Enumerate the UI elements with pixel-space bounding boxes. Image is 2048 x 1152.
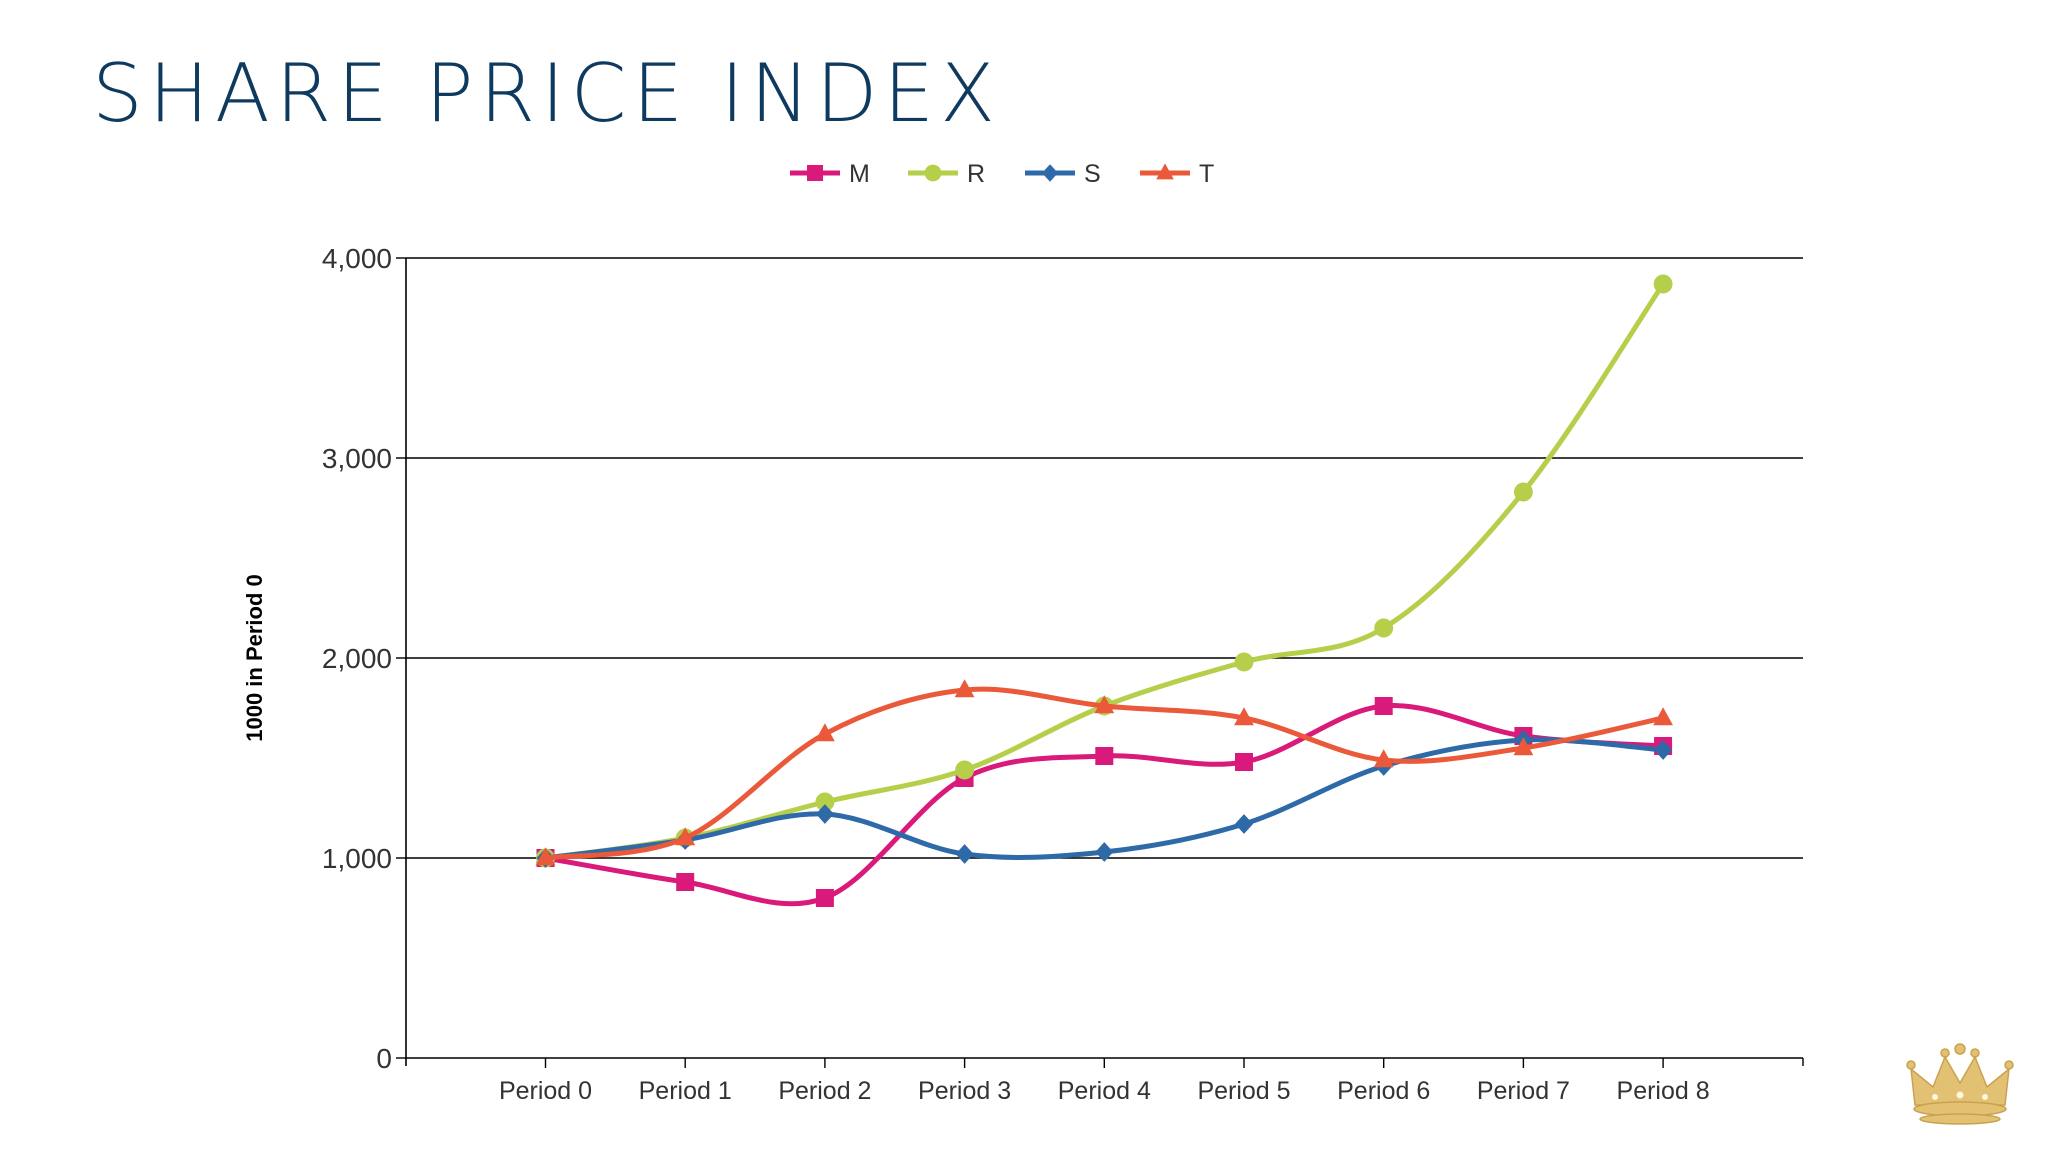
x-tick-label: Period 1 [639,1077,732,1105]
data-point-M [1235,753,1253,771]
series-line-T [543,686,1666,861]
axes: 0 1,000 2,000 3,000 4,000 Period 0 Period 1 Per… [322,243,1804,1105]
legend-label-S: S [1084,160,1101,188]
data-point-M [676,873,695,891]
data-point-T [535,847,556,866]
data-point-R [1374,618,1394,638]
data-point-T [675,827,696,846]
series-line-M [543,703,1666,907]
legend-marker-S [1042,164,1058,182]
legend-label-M: M [849,160,870,188]
x-tick-label: Period 2 [778,1077,871,1105]
x-tick-label: Period 4 [1058,1077,1151,1105]
x-tick-label: Period 7 [1477,1077,1570,1105]
y-tick-label: 0 [376,1043,392,1074]
data-point-T [815,723,835,742]
legend-marker-M [807,165,823,181]
data-point-M [815,889,834,907]
legend-marker-T [1156,163,1174,180]
page-title: SHARE PRICE INDEX [92,47,1001,140]
data-point-S [815,804,834,824]
data-point-T [1094,695,1115,714]
legend-label-R: R [967,160,985,188]
x-tick-label: Period 0 [499,1077,592,1105]
data-point-T [1653,707,1673,726]
data-point-S [1654,740,1673,760]
data-point-R [1234,652,1254,672]
data-point-T [1373,749,1394,768]
legend-label-T: T [1199,160,1214,188]
y-tick-label: 1,000 [322,843,392,874]
data-point-S [1095,842,1114,862]
crown-icon [1906,1043,2014,1125]
y-tick-label: 2,000 [322,643,392,674]
series-line-R [543,281,1666,861]
data-point-R [1653,274,1673,294]
data-point-T [1513,737,1534,756]
data-point-M [1095,747,1114,765]
x-tick-label: Period 8 [1617,1077,1710,1105]
data-point-T [1234,707,1254,726]
series-lines [535,274,1673,907]
x-tick-label: Period 3 [918,1077,1011,1105]
data-point-M [1374,697,1393,715]
data-point-R [955,760,975,780]
data-point-T [954,679,975,698]
x-tick-label: Period 6 [1337,1077,1430,1105]
data-point-R [815,792,835,812]
y-axis-label: 1000 in Period 0 [242,574,267,742]
legend-marker-R [924,164,942,182]
data-point-R [1513,482,1533,502]
y-tick-label: 3,000 [322,443,392,474]
data-point-S [1235,814,1253,834]
x-tick-label: Period 5 [1197,1077,1290,1105]
gridlines [406,257,1803,859]
data-point-S [955,844,974,864]
y-tick-label: 4,000 [322,243,392,274]
